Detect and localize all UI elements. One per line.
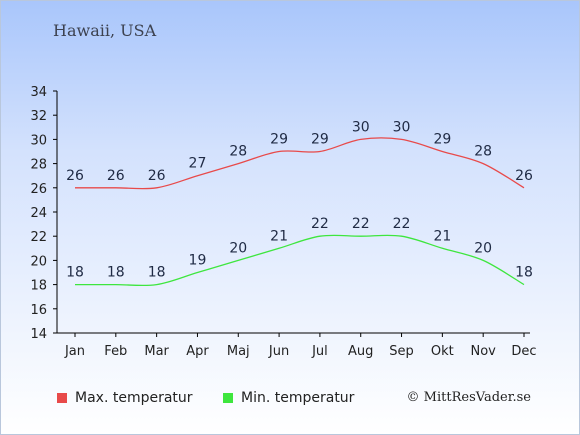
y-tick-label: 16 (30, 303, 47, 318)
data-label-min: 19 (189, 253, 207, 269)
data-label-max: 30 (393, 119, 411, 135)
y-tick-label: 24 (30, 206, 47, 221)
data-label-max: 30 (352, 119, 370, 135)
data-label-min: 18 (66, 265, 84, 281)
data-label-min: 18 (148, 265, 166, 281)
legend-max-swatch (57, 393, 67, 403)
data-label-min: 20 (229, 240, 247, 256)
data-label-min: 20 (474, 240, 492, 256)
y-tick-label: 26 (30, 182, 47, 197)
legend-max: Max. temperatur (57, 390, 193, 406)
data-label-min: 18 (515, 265, 533, 281)
x-tick-label: Jan (64, 344, 85, 359)
y-tick-label: 30 (30, 133, 47, 148)
data-label-max: 27 (189, 156, 207, 172)
legend-min: Min. temperatur (223, 390, 354, 406)
data-label-max: 26 (107, 168, 125, 184)
copyright-notice: © MittResVader.se (406, 390, 531, 405)
data-label-min: 21 (270, 228, 288, 244)
legend-min-label: Min. temperatur (241, 390, 355, 406)
data-label-max: 26 (66, 168, 84, 184)
x-tick-label: Mar (144, 344, 169, 359)
x-tick-label: Feb (104, 344, 127, 359)
y-tick-label: 22 (30, 230, 47, 245)
y-tick-label: 34 (30, 85, 47, 100)
x-tick-label: Nov (470, 344, 496, 359)
legend-max-label: Max. temperatur (75, 390, 193, 406)
legend-min-swatch (223, 393, 233, 403)
x-tick-label: Maj (227, 344, 250, 359)
data-label-min: 21 (433, 228, 451, 244)
data-label-max: 28 (474, 144, 492, 160)
x-tick-label: Dec (511, 344, 536, 359)
x-tick-label: Aug (348, 344, 373, 359)
x-tick-label: Apr (186, 344, 209, 359)
data-label-max: 29 (433, 132, 451, 148)
data-label-max: 26 (515, 168, 533, 184)
series-line-min (75, 234, 525, 287)
data-label-min: 22 (311, 216, 329, 232)
x-tick-label: Okt (431, 344, 454, 359)
x-tick-label: Jun (268, 344, 289, 359)
y-tick-label: 14 (30, 327, 47, 342)
data-label-max: 29 (270, 132, 288, 148)
data-label-max: 26 (148, 168, 166, 184)
data-label-min: 22 (393, 216, 411, 232)
data-label-min: 22 (352, 216, 370, 232)
y-tick-label: 18 (30, 279, 47, 294)
y-tick-label: 28 (30, 158, 47, 173)
x-tick-label: Sep (389, 344, 414, 359)
data-label-max: 29 (311, 132, 329, 148)
chart-title: Hawaii, USA (53, 21, 157, 40)
y-tick-label: 32 (30, 109, 47, 124)
x-tick-label: Jul (311, 344, 328, 359)
y-tick-label: 20 (30, 254, 47, 269)
series-line-max (74, 137, 525, 190)
data-label-min: 18 (107, 265, 125, 281)
data-label-max: 28 (229, 144, 247, 160)
